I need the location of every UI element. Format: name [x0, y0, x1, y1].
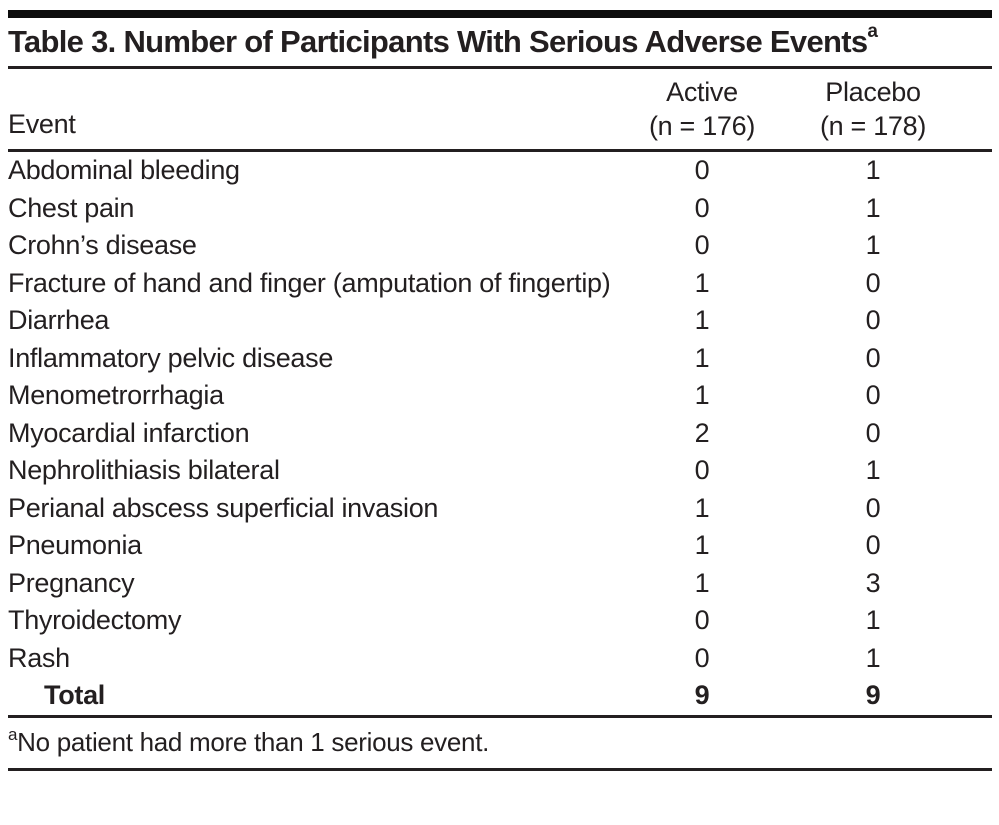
event-cell: Menometrorrhagia [8, 380, 224, 410]
active-count-cell: 1 [694, 267, 710, 298]
event-cell: Abdominal bleeding [8, 155, 240, 185]
table-row: Inflammatory pelvic disease 1 0 [8, 340, 992, 378]
table-row: Pneumonia 1 0 [8, 527, 992, 565]
table-row: Thyroidectomy 0 1 [8, 602, 992, 640]
total-active-count: 9 [694, 680, 710, 710]
placebo-count-cell: 0 [865, 380, 881, 410]
table-row: Pregnancy 1 3 [8, 565, 992, 603]
placebo-count-cell: 0 [865, 267, 881, 298]
placebo-count-cell: 1 [865, 605, 881, 635]
event-cell: Thyroidectomy [8, 605, 182, 635]
column-header-placebo: Placebo (n = 178) [792, 75, 954, 149]
placebo-count-cell: 1 [865, 155, 881, 185]
table-row: Fracture of hand and finger (amputation … [8, 265, 992, 303]
event-cell: Chest pain [8, 192, 135, 223]
event-cell: Nephrolithiasis bilateral [8, 455, 280, 485]
placebo-count-cell: 0 [865, 305, 881, 335]
table-row: Nephrolithiasis bilateral 0 1 [8, 452, 992, 490]
table-row: Crohn’s disease 0 1 [8, 227, 992, 265]
event-cell: Crohn’s disease [8, 230, 197, 260]
total-label: Total [44, 680, 105, 710]
table-body: Abdominal bleeding 0 1 Chest pain 0 1 Cr… [8, 152, 992, 715]
column-header-active-name: Active [666, 77, 738, 107]
table-row: Myocardial infarction 2 0 [8, 415, 992, 453]
table-header-row: Event Active (n = 176) Placebo (n = 178) [8, 69, 992, 149]
placebo-count-cell: 0 [865, 492, 881, 523]
event-cell: Diarrhea [8, 305, 110, 335]
active-count-cell: 1 [694, 492, 710, 523]
event-cell: Pneumonia [8, 530, 142, 560]
table-total-row: Total 9 9 [8, 677, 992, 715]
active-count-cell: 0 [694, 455, 710, 485]
active-count-cell: 0 [694, 642, 710, 673]
column-header-active-n: (n = 176) [648, 111, 756, 141]
active-count-cell: 0 [694, 192, 710, 223]
active-count-cell: 1 [694, 530, 710, 560]
table-title-text: Table 3. Number of Participants With Ser… [8, 24, 868, 59]
placebo-count-cell: 3 [865, 567, 881, 598]
table-title: Table 3. Number of Participants With Ser… [8, 18, 992, 66]
total-placebo-count: 9 [865, 680, 881, 710]
table-row: Menometrorrhagia 1 0 [8, 377, 992, 415]
event-cell: Fracture of hand and finger (amputation … [8, 267, 611, 298]
table-title-superscript: a [867, 21, 878, 42]
placebo-count-cell: 0 [865, 530, 881, 560]
column-header-event: Event [8, 109, 76, 139]
placebo-count-cell: 1 [865, 642, 881, 673]
active-count-cell: 0 [694, 230, 710, 260]
title-divider-rule [8, 66, 992, 69]
active-count-cell: 2 [694, 417, 710, 448]
placebo-count-cell: 0 [865, 417, 881, 448]
column-header-placebo-name: Placebo [825, 77, 921, 107]
body-divider-rule [8, 714, 992, 718]
table-row: Diarrhea 1 0 [8, 302, 992, 340]
column-header-placebo-n: (n = 178) [819, 111, 927, 141]
placebo-count-cell: 1 [865, 230, 881, 260]
active-count-cell: 0 [694, 155, 710, 185]
footnote-marker: a [8, 724, 18, 744]
footnote-text: No patient had more than 1 serious event… [17, 727, 490, 757]
active-count-cell: 1 [694, 305, 710, 335]
placebo-count-cell: 1 [865, 192, 881, 223]
table-row: Chest pain 0 1 [8, 190, 992, 228]
placebo-count-cell: 0 [865, 342, 881, 373]
table-row: Abdominal bleeding 0 1 [8, 152, 992, 190]
active-count-cell: 1 [694, 567, 710, 598]
active-count-cell: 1 [694, 380, 710, 410]
bottom-rule [8, 767, 992, 771]
table-row: Perianal abscess superficial invasion 1 … [8, 490, 992, 528]
placebo-count-cell: 1 [865, 455, 881, 485]
header-divider-rule [8, 149, 992, 152]
event-cell: Inflammatory pelvic disease [8, 342, 334, 373]
table-footnote: a No patient had more than 1 serious even… [8, 718, 992, 768]
event-cell: Perianal abscess superficial invasion [8, 492, 439, 523]
table-top-bar [8, 10, 992, 18]
event-cell: Myocardial infarction [8, 417, 250, 448]
column-header-active: Active (n = 176) [612, 75, 792, 149]
active-count-cell: 1 [694, 342, 710, 373]
active-count-cell: 0 [694, 605, 710, 635]
table-row: Rash 0 1 [8, 640, 992, 678]
event-cell: Rash [8, 642, 70, 673]
event-cell: Pregnancy [8, 567, 135, 598]
